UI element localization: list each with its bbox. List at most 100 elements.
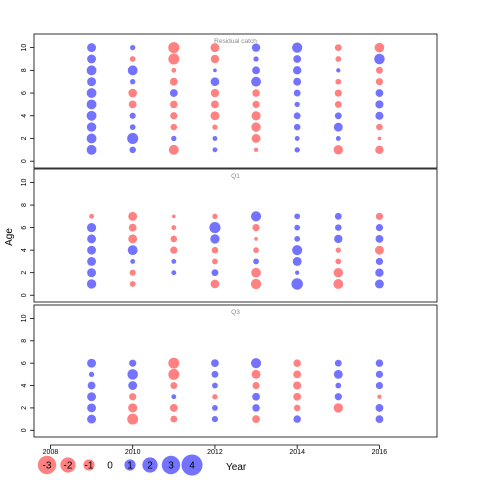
residual-bubble [293, 77, 302, 86]
legend-bubble [181, 454, 203, 476]
legend-bubble [161, 455, 181, 475]
residual-bubble [170, 123, 178, 131]
residual-bubble [375, 404, 384, 412]
residual-bubble [335, 258, 342, 265]
y-tick-label: 6 [21, 361, 28, 365]
residual-bubble [129, 146, 136, 154]
residual-bubble [212, 124, 218, 130]
residual-bubble [377, 394, 382, 399]
residual-bubble [375, 381, 384, 390]
residual-bubble [375, 145, 384, 155]
residual-bubble [87, 43, 97, 53]
y-tick-label: 6 [21, 91, 28, 95]
residual-bubble [251, 211, 262, 222]
residual-bubble [334, 212, 342, 220]
legend-value-label: 1 [127, 461, 133, 472]
panel-1: Q1 0 2 4 6 8 10 [21, 168, 438, 303]
legend-value-label: -3 [43, 461, 52, 472]
residual-bubble [129, 124, 136, 130]
residual-bubble [293, 404, 301, 412]
residual-bubble [127, 369, 138, 380]
residual-bubble [171, 67, 177, 73]
residual-bubble [171, 258, 177, 264]
residual-bubble [294, 147, 300, 153]
y-tick-label: 0 [21, 159, 28, 163]
residual-bubble [294, 136, 300, 141]
panel-title: Q1 [231, 173, 240, 180]
residual-bubble [170, 415, 178, 423]
residual-bubble [334, 234, 343, 244]
residual-bubble [293, 415, 301, 423]
residual-bubble [293, 392, 302, 401]
residual-bubble [375, 111, 384, 120]
y-tick-label: 10 [21, 44, 28, 52]
y-tick-label: 8 [21, 203, 28, 207]
residual-bubble [253, 56, 259, 62]
residual-bubble [129, 112, 136, 119]
residual-bubble [292, 256, 302, 266]
residual-bubble [250, 278, 262, 290]
residual-bubble [374, 42, 385, 53]
residual-bubble [212, 147, 218, 153]
residual-bubble [128, 100, 137, 109]
residual-bubble [335, 56, 342, 62]
residual-bubble [254, 237, 258, 241]
legend-value-label: 4 [189, 461, 195, 472]
residual-bubble [128, 211, 138, 221]
residual-bubble [128, 403, 138, 413]
residual-bubble [252, 392, 260, 401]
residual-bubble [212, 394, 218, 400]
residual-bubble [168, 42, 180, 54]
residual-bubble [127, 245, 138, 256]
residual-bubble [87, 414, 97, 424]
legend-value-label: -2 [64, 461, 73, 472]
residual-bubble [86, 144, 97, 155]
residual-bubble [86, 110, 97, 121]
x-tick-label: 2014 [289, 449, 305, 456]
panels-group: Residual catch 0 2 4 6 8 10 Q1 0 2 4 6 8 10 Q3 0 2 4 6 8 10 [21, 33, 438, 438]
panel-frame [33, 304, 438, 438]
residual-bubble [212, 382, 218, 389]
residual-bubble [374, 245, 384, 255]
residual-bubble [211, 370, 219, 378]
y-tick-label: 2 [21, 406, 28, 410]
residual-bubble [375, 257, 384, 266]
residual-bubble [170, 112, 178, 120]
residual-bubble [87, 54, 97, 64]
residual-bubble [87, 358, 97, 368]
residual-bubble [130, 258, 136, 264]
residual-bubble [375, 268, 384, 277]
residual-bubble [209, 222, 221, 234]
y-tick-label: 0 [21, 293, 28, 297]
residual-bubble [292, 42, 303, 53]
residual-bubble [87, 403, 97, 413]
legend-bubble [83, 459, 95, 471]
panel-2: Q3 0 2 4 6 8 10 [21, 304, 438, 438]
residual-bubble [334, 89, 342, 97]
residual-bubble [376, 123, 383, 131]
residual-bubble [252, 381, 260, 390]
legend-value-label: -1 [85, 461, 94, 472]
residual-bubble [335, 78, 342, 85]
residual-bubble [293, 55, 302, 63]
residual-bubble [294, 213, 301, 220]
residual-bubble [169, 404, 178, 412]
panel-frame [33, 33, 438, 169]
residual-bubble [211, 246, 219, 254]
residual-bubble [170, 246, 178, 254]
residual-bubble [252, 415, 260, 424]
residual-bubble [86, 279, 97, 289]
residual-bubble [253, 247, 259, 254]
residual-bubble [87, 245, 97, 255]
residual-bubble [213, 68, 217, 73]
residual-bubble [87, 234, 97, 244]
residual-bubble [293, 359, 301, 367]
residual-bubble [293, 381, 302, 390]
residual-bubble [211, 269, 219, 277]
residual-bubble [291, 278, 303, 290]
residual-bubble [171, 394, 177, 400]
residual-bubble [375, 100, 384, 109]
residual-bubble [86, 88, 97, 98]
residual-bubble [251, 134, 261, 143]
residual-bubble [253, 258, 259, 265]
